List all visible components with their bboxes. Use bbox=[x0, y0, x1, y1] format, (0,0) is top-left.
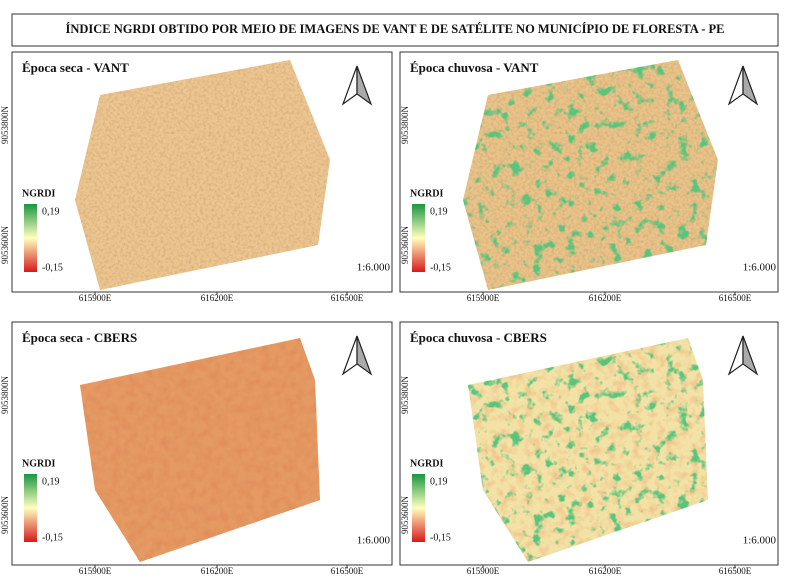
x-coord-label: 616500E bbox=[331, 293, 364, 303]
x-coord-label: 615900E bbox=[467, 566, 500, 576]
panel-title: Época chuvosa - CBERS bbox=[410, 330, 547, 345]
x-coord-label: 616200E bbox=[201, 566, 234, 576]
x-coord-label: 615900E bbox=[467, 293, 500, 303]
legend-max: 0,19 bbox=[430, 476, 448, 487]
panel-title: Época seca - VANT bbox=[22, 60, 129, 75]
y-coord-label: 9053600N bbox=[400, 496, 410, 535]
x-coord-label: 615900E bbox=[79, 566, 112, 576]
legend-max: 0,19 bbox=[430, 206, 448, 217]
map-panel: Época seca - CBERS NGRDI 0,19 -0,15 1:6.000 6… bbox=[0, 322, 392, 576]
x-coord-label: 616200E bbox=[589, 293, 622, 303]
y-coord-label: 9053800N bbox=[0, 106, 10, 145]
legend-max: 0,19 bbox=[42, 476, 60, 487]
scale-label: 1:6.000 bbox=[743, 535, 777, 547]
legend-title: NGRDI bbox=[410, 188, 443, 199]
scale-label: 1:6.000 bbox=[357, 535, 391, 547]
panel-title: Época seca - CBERS bbox=[22, 330, 137, 345]
legend-max: 0,19 bbox=[42, 206, 60, 217]
x-coord-label: 616500E bbox=[719, 566, 752, 576]
x-coord-label: 616500E bbox=[719, 293, 752, 303]
scale-label: 1:6.000 bbox=[357, 262, 391, 274]
y-coord-label: 9053600N bbox=[0, 226, 10, 265]
legend-min: -0,15 bbox=[430, 532, 451, 543]
y-coord-label: 9053800N bbox=[400, 376, 410, 415]
map-panel: Época chuvosa - VANT NGRDI 0,19 -0,15 1:6.00… bbox=[400, 52, 778, 303]
y-coord-label: 9053800N bbox=[400, 106, 410, 145]
legend-title: NGRDI bbox=[22, 458, 55, 469]
panel-title: Época chuvosa - VANT bbox=[410, 60, 539, 75]
legend-ramp bbox=[24, 204, 37, 272]
x-coord-label: 616200E bbox=[201, 293, 234, 303]
x-coord-label: 616500E bbox=[331, 566, 364, 576]
scale-label: 1:6.000 bbox=[743, 262, 777, 274]
y-coord-label: 9053600N bbox=[400, 226, 410, 265]
figure-title: ÍNDICE NGRDI OBTIDO POR MEIO DE IMAGENS … bbox=[65, 22, 724, 36]
y-coord-label: 9053600N bbox=[0, 496, 10, 535]
legend-ramp bbox=[412, 204, 425, 272]
map-figure: ÍNDICE NGRDI OBTIDO POR MEIO DE IMAGENS … bbox=[0, 0, 789, 578]
legend-min: -0,15 bbox=[42, 532, 63, 543]
map-panel: Época chuvosa - CBERS NGRDI 0,19 -0,15 1:6.0… bbox=[400, 322, 778, 576]
y-coord-label: 9053800N bbox=[0, 376, 10, 415]
map-panel: Época seca - VANT NGRDI 0,19 -0,15 1:6.000 61… bbox=[0, 52, 392, 303]
legend-min: -0,15 bbox=[430, 262, 451, 273]
legend-ramp bbox=[24, 474, 37, 542]
legend-title: NGRDI bbox=[22, 188, 55, 199]
legend-ramp bbox=[412, 474, 425, 542]
x-coord-label: 616200E bbox=[589, 566, 622, 576]
legend-min: -0,15 bbox=[42, 262, 63, 273]
legend-title: NGRDI bbox=[410, 458, 443, 469]
x-coord-label: 615900E bbox=[79, 293, 112, 303]
